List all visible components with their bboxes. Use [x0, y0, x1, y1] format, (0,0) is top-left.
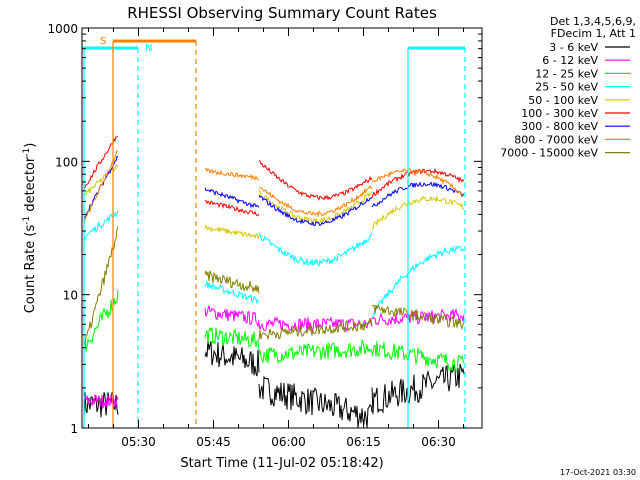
legend-label: 25 - 50 keV [535, 81, 598, 94]
legend-header-line-1: Det 1,3,4,5,6,9, [550, 15, 636, 28]
y-axis-label-end: ) [23, 143, 38, 148]
legend-label: 100 - 300 keV [521, 107, 598, 120]
annotation-n: N [145, 43, 152, 54]
timestamp: 17-Oct-2021 03:30 [560, 468, 636, 477]
series-trace [83, 135, 119, 190]
series-trace [258, 317, 373, 341]
series-trace [204, 223, 260, 239]
series-trace [83, 149, 119, 224]
series-trace [371, 195, 465, 230]
y-axis-label-sup1: -1 [22, 216, 32, 225]
y-axis-label-main: Count Rate (s [23, 225, 38, 314]
legend-label: 6 - 12 keV [542, 54, 598, 67]
x-tick-labels: 05:30 05:45 06:00 06:15 06:30 [121, 435, 456, 449]
series-trace [204, 327, 260, 350]
series-trace [371, 363, 465, 415]
legend-header-line-2: FDecim 1, Att 1 [551, 27, 636, 40]
legend-label: 300 - 800 keV [521, 120, 598, 133]
y-tick-label: 1000 [47, 22, 78, 36]
legend-label: 800 - 7000 keV [514, 133, 598, 146]
series-trace [204, 270, 260, 294]
series-trace [371, 245, 465, 318]
event-markers [82, 39, 466, 428]
x-tick-label: 06:30 [421, 435, 456, 449]
series-trace [83, 394, 119, 410]
axis-ticks [82, 27, 482, 429]
series-trace [258, 184, 373, 218]
x-tick-label: 06:00 [271, 435, 306, 449]
series-trace [83, 392, 119, 420]
x-axis-label: Start Time (11-Jul-02 05:18:42) [180, 456, 383, 471]
series-trace [371, 307, 465, 327]
legend-label: 3 - 6 keV [549, 41, 598, 54]
series-trace [258, 375, 373, 429]
series-trace [371, 340, 465, 373]
series-trace [204, 305, 260, 328]
series-trace [258, 160, 373, 201]
series-trace [258, 189, 373, 225]
series-trace [83, 226, 119, 346]
x-tick-label: 05:30 [121, 435, 156, 449]
series-trace [371, 304, 465, 331]
y-axis-label-sup2: -1 [22, 148, 32, 157]
series-trace [204, 280, 260, 305]
series-trace [371, 181, 465, 208]
series-trace [258, 232, 373, 268]
series-trace [258, 338, 373, 365]
legend-label: 12 - 25 keV [535, 67, 598, 80]
y-axis-label-mid: detector [23, 156, 38, 216]
series-trace [204, 338, 260, 377]
legend-label: 7000 - 15000 keV [500, 147, 598, 160]
chart-title: RHESSI Observing Summary Count Rates [127, 4, 437, 22]
series-trace [204, 167, 260, 181]
series-trace [258, 315, 373, 333]
annotation-s: S [100, 36, 106, 47]
y-tick-label: 1 [70, 422, 78, 436]
y-axis-label: Count Rate (s-1 detector-1) [22, 143, 38, 314]
series-trace [204, 199, 260, 217]
series-trace [83, 290, 119, 352]
series-trace [258, 194, 373, 227]
plot-lines [83, 135, 465, 429]
y-tick-label: 10 [63, 289, 78, 303]
y-tick-label: 100 [55, 155, 78, 169]
series-trace [204, 187, 260, 209]
series-trace [83, 210, 119, 241]
plot-frame [81, 27, 483, 429]
x-tick-label: 06:15 [346, 435, 381, 449]
x-tick-label: 05:45 [196, 435, 231, 449]
y-tick-labels: 1 10 100 1000 [47, 22, 78, 436]
legend-label: 50 - 100 keV [528, 94, 598, 107]
series-trace [371, 168, 465, 197]
